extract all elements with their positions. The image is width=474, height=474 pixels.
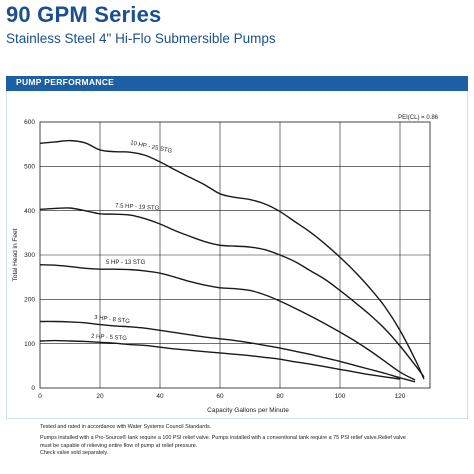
- x-tick-label: 60: [216, 393, 224, 400]
- series-label: 5 HP - 13 STG: [106, 260, 146, 266]
- grid-layer: [40, 122, 430, 388]
- series-line: [39, 320, 416, 383]
- x-tick-label: 0: [38, 393, 42, 400]
- y-tick-label: 300: [24, 252, 35, 259]
- series-line: [39, 139, 425, 380]
- plot-border: [39, 121, 431, 389]
- x-tick-label: 100: [335, 393, 346, 400]
- axis-layer: 0 20 40 60 80 100 120 0 100 200 300 400 500 600: [24, 119, 431, 400]
- note-standards: Tested and rated in accordance with Wate…: [40, 424, 212, 430]
- series-line: [39, 264, 416, 381]
- x-axis-label: Capacity Gallons per Minute: [207, 407, 289, 414]
- chart-frame: [6, 91, 468, 419]
- x-tick-label: 20: [96, 393, 104, 400]
- series-line: [39, 207, 425, 378]
- series-label: 7.5 HP - 19 STG: [115, 203, 160, 212]
- page-subtitle: Stainless Steel 4" Hi-Flo Submersible Pu…: [6, 31, 276, 46]
- series-line: [39, 339, 401, 380]
- y-tick-label: 500: [24, 164, 35, 171]
- note-relief-valve: Pumps installed with a Pro-Source® tank …: [40, 435, 406, 442]
- page-title: 90 GPM Series: [6, 2, 162, 27]
- y-tick-label: 600: [24, 119, 35, 126]
- y-tick-label: 400: [24, 208, 35, 215]
- series-label: 2 HP - 5 STG: [91, 334, 128, 342]
- footnotes: Tested and rated in accordance with Wate…: [40, 424, 468, 457]
- note-relief-capacity: must be capable of relieving entire flow…: [40, 442, 198, 449]
- banner-label: PUMP PERFORMANCE: [16, 77, 115, 87]
- y-tick-label: 200: [24, 297, 35, 304]
- x-tick-label: 120: [395, 393, 406, 400]
- y-tick-label: 0: [31, 385, 35, 392]
- x-tick-label: 80: [276, 393, 284, 400]
- series-layer: [39, 139, 425, 383]
- x-tick-label: 40: [156, 393, 164, 400]
- y-axis-label: Total Head in Feet: [12, 228, 19, 281]
- y-tick-label: 100: [24, 341, 35, 348]
- section-banner: PUMP PERFORMANCE: [6, 76, 468, 91]
- pei-annotation: PEI(CL) = 0.86: [398, 115, 439, 121]
- note-check-valve: Check valve sold separately.: [40, 449, 109, 456]
- series-label: 3 HP - 8 STG: [94, 315, 131, 325]
